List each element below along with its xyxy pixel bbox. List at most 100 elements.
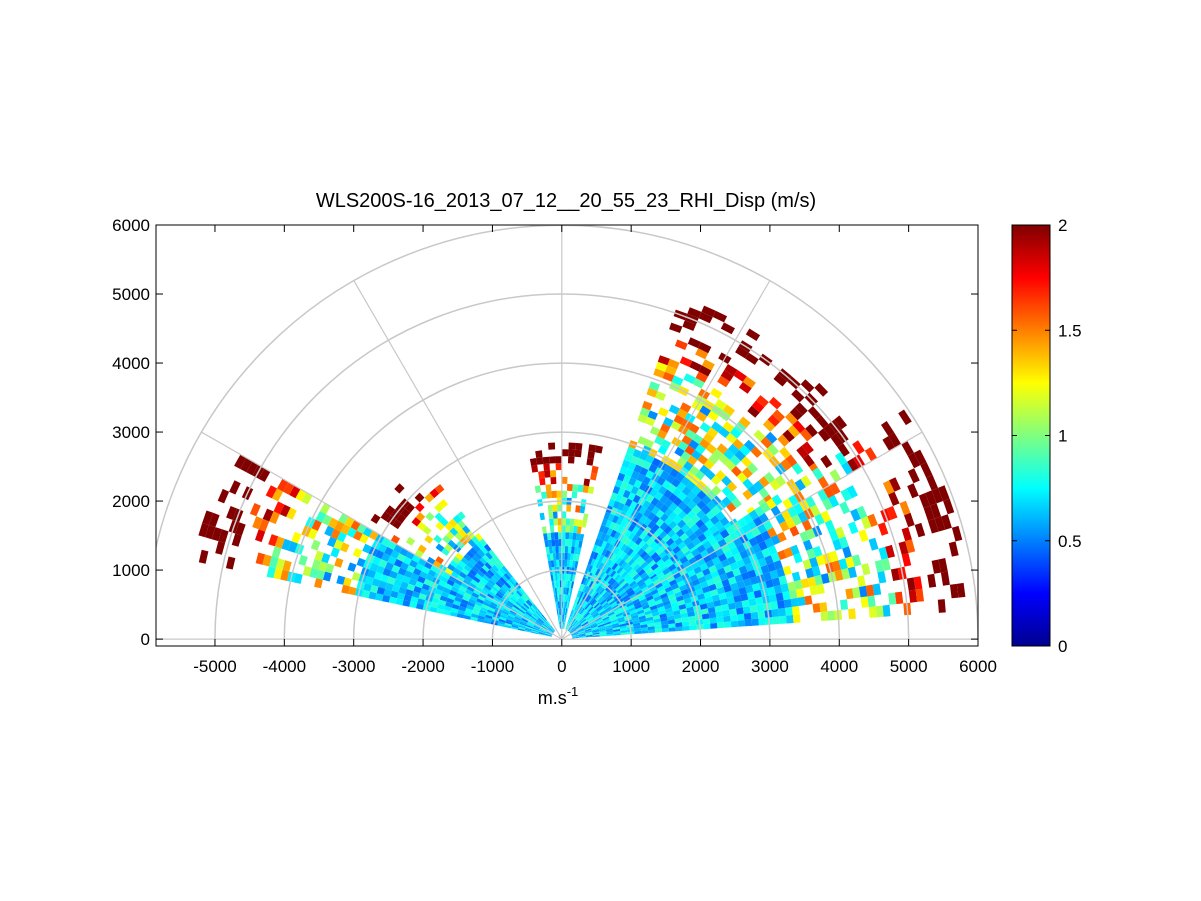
heatmap-cell [877, 570, 887, 584]
heatmap-cell [531, 614, 538, 620]
heatmap-cell [890, 568, 900, 581]
heatmap-cell [652, 614, 661, 620]
heatmap-cell [659, 504, 669, 514]
heatmap-cell [393, 558, 403, 568]
heatmap-cell [687, 337, 701, 349]
heatmap-cell [616, 549, 624, 558]
heatmap-cell [722, 609, 731, 617]
heatmap-cell [646, 387, 658, 398]
heatmap-cell [548, 627, 555, 633]
heatmap-cell [777, 549, 787, 560]
heatmap-cell [445, 601, 453, 608]
heatmap-cell [782, 565, 792, 576]
heatmap-cell [288, 541, 298, 553]
heatmap-cell [622, 474, 631, 484]
heatmap-cell [612, 555, 620, 563]
heatmap-cell [478, 612, 486, 618]
heatmap-cell [607, 577, 615, 585]
heatmap-cell [913, 576, 923, 590]
heatmap-cell [368, 591, 377, 600]
heatmap-cell [814, 382, 829, 397]
heatmap-cell [729, 561, 739, 571]
heatmap-cell [659, 521, 669, 531]
heatmap-cell [677, 541, 687, 550]
heatmap-cell [448, 518, 458, 528]
heatmap-cell [732, 438, 744, 450]
colorbar-ticks: 00.511.52 [1012, 216, 1082, 656]
heatmap-cell [376, 586, 386, 595]
heatmap-cell [504, 624, 512, 629]
heatmap-cell [738, 381, 752, 394]
heatmap-cell [737, 620, 746, 627]
heatmap-cell [622, 489, 631, 499]
heatmap-cell [487, 569, 495, 577]
heatmap-cell [607, 611, 615, 617]
heatmap-cell [543, 533, 548, 541]
heatmap-cell [738, 416, 751, 429]
heatmap-cell [637, 612, 646, 618]
heatmap-cell [494, 594, 502, 601]
heatmap-cell [719, 529, 730, 539]
heatmap-cell [771, 494, 783, 506]
heatmap-cell [583, 585, 589, 593]
heatmap-cell [712, 575, 722, 584]
heatmap-cell [587, 617, 595, 623]
heatmap-cell [531, 631, 539, 635]
heatmap-cell [557, 608, 560, 616]
heatmap-cell [635, 555, 643, 564]
heatmap-cell [592, 633, 600, 636]
heatmap-cell [425, 512, 435, 522]
heatmap-cell [539, 477, 546, 486]
heatmap-cell [694, 470, 706, 481]
heatmap-cell [387, 576, 396, 585]
heatmap-cell [569, 617, 573, 624]
heatmap-cell [738, 586, 747, 595]
heatmap-cell [859, 585, 868, 598]
heatmap-cell [512, 593, 520, 600]
heatmap-cell [739, 549, 749, 560]
heatmap-cell [460, 582, 469, 589]
heatmap-cell [321, 552, 331, 564]
heatmap-cell [579, 599, 584, 606]
heatmap-cell [734, 449, 746, 461]
heatmap-cell [542, 456, 550, 465]
heatmap-cell [645, 613, 653, 619]
heatmap-cell [899, 500, 911, 516]
heatmap-cell [550, 625, 556, 632]
heatmap-cell [229, 480, 241, 495]
heatmap-cell [881, 558, 891, 571]
heatmap-cell [512, 621, 520, 626]
heatmap-cell [845, 556, 855, 569]
heatmap-cell [394, 483, 405, 494]
heatmap-cell [630, 570, 638, 578]
heatmap-cell [468, 558, 477, 566]
heatmap-cell [607, 568, 614, 576]
heatmap-cell [665, 474, 676, 484]
heatmap-cell [683, 373, 696, 384]
heatmap-cell [369, 562, 379, 572]
heatmap-cell [689, 574, 698, 582]
heatmap-cell [659, 613, 667, 619]
heatmap-cell [567, 553, 571, 561]
heatmap-cell [661, 624, 669, 629]
heatmap-cell [565, 525, 570, 533]
heatmap-cell [505, 621, 513, 625]
heatmap-cell [538, 630, 546, 634]
heatmap-cell [512, 619, 520, 624]
heatmap-cell [437, 603, 446, 610]
heatmap-cell [545, 632, 553, 636]
heatmap-cell [613, 633, 621, 636]
heatmap-cell [747, 569, 757, 579]
heatmap-cell [519, 622, 527, 627]
heatmap-cell [675, 528, 685, 538]
heatmap-cell [566, 559, 571, 567]
heatmap-cell [361, 589, 370, 599]
heatmap-cell [557, 525, 562, 533]
heatmap-cell [649, 604, 658, 611]
heatmap-cell [729, 608, 737, 616]
heatmap-cell [569, 617, 574, 624]
heatmap-cell [802, 559, 812, 570]
heatmap-cell [395, 573, 405, 582]
heatmap-cell [447, 563, 456, 572]
heatmap-cell [565, 532, 570, 540]
